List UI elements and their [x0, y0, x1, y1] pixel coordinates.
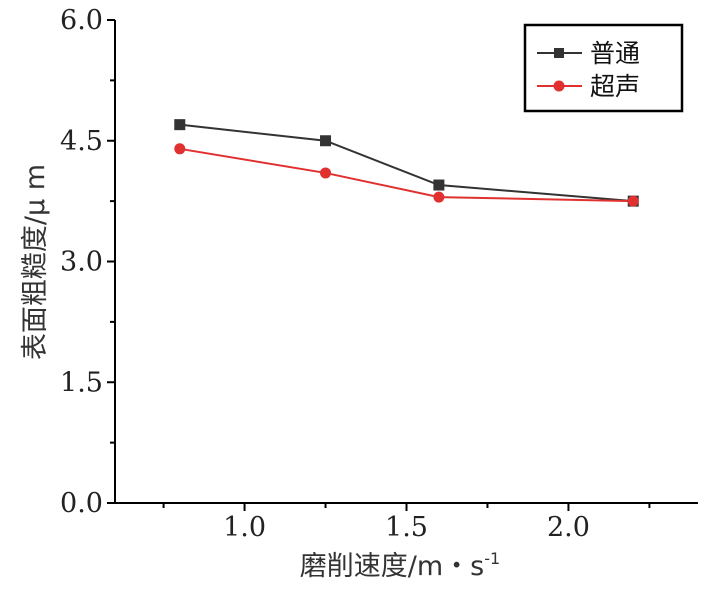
data-point-series-1 [174, 119, 186, 131]
series-line-2 [179, 147, 634, 203]
y-axis-title: 表面粗糙度/μ m [20, 164, 51, 360]
legend-marker-series-1 [554, 48, 564, 58]
x-tick-label: 1.0 [223, 512, 266, 543]
data-point-series-1 [320, 135, 332, 147]
y-tick-label: 0.0 [60, 488, 103, 519]
x-axis-title-main: 磨削速度/m・s [300, 551, 484, 582]
legend-marker-series-2 [553, 80, 565, 92]
y-tick-label: 3.0 [60, 247, 103, 278]
y-tick-label: 6.0 [60, 5, 103, 36]
x-tick-label: 1.5 [385, 512, 428, 543]
data-point-series-2 [320, 167, 332, 179]
legend-label-series-2: 超声 [590, 72, 640, 101]
y-tick-label: 4.5 [60, 126, 103, 157]
x-axis-title-superscript: -1 [484, 549, 500, 568]
y-tick-label: 1.5 [60, 367, 103, 398]
series-markers [174, 119, 639, 207]
axis-ticks: 0.0 1.5 3.0 4.5 6.0 1.0 1.5 2.0 [60, 5, 651, 543]
series-lines [179, 123, 634, 203]
x-axis-title: 磨削速度/m・s-1 [300, 549, 500, 582]
data-point-series-1 [433, 179, 445, 191]
x-tick-label: 2.0 [547, 512, 590, 543]
legend-label-series-1: 普通 [590, 39, 640, 68]
legend: 普通 超声 [523, 23, 684, 113]
data-point-series-2 [174, 143, 186, 155]
legend-box [523, 23, 684, 113]
series-line-1 [179, 123, 634, 203]
data-point-series-2 [627, 195, 639, 207]
data-point-series-2 [433, 191, 445, 203]
